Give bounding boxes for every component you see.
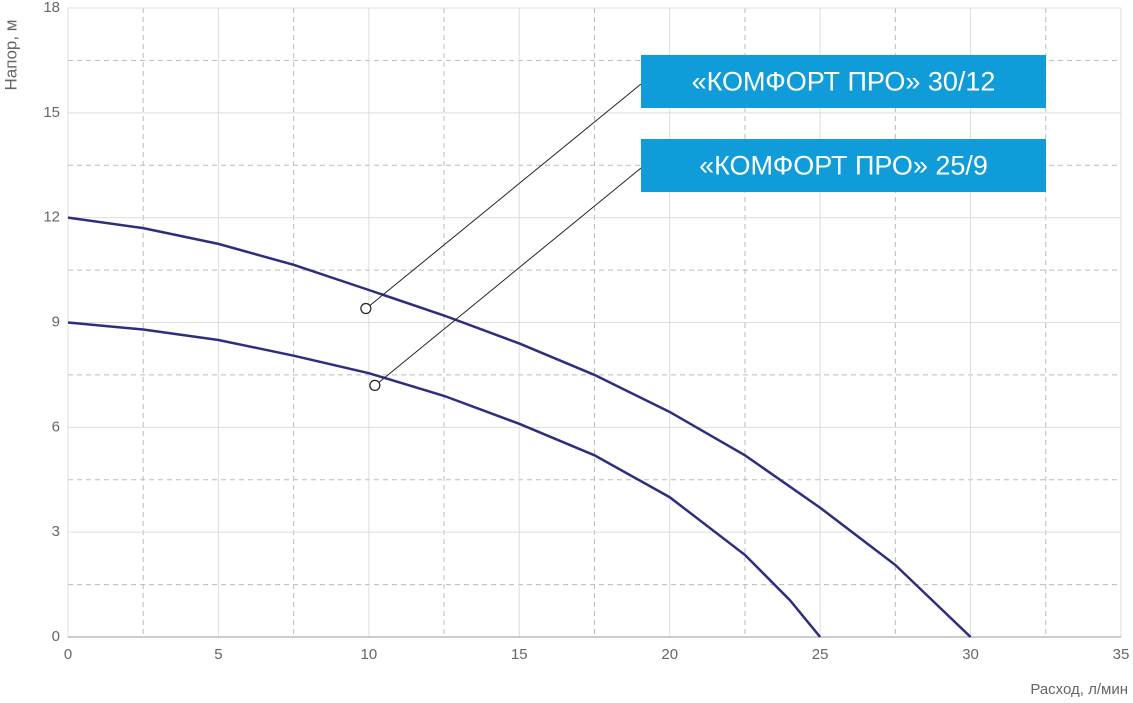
series-label: «КОМФОРТ ПРО» 25/9: [699, 151, 988, 181]
label-box: [641, 139, 1046, 192]
y-tick-label: 6: [52, 418, 60, 435]
x-tick-label: 5: [214, 646, 222, 663]
series-line: [67, 216, 972, 638]
series-label: «КОМФОРТ ПРО» 30/12: [692, 67, 996, 97]
label-box: [641, 55, 1046, 108]
y-tick-label: 3: [52, 523, 60, 540]
x-tick-label: 25: [812, 646, 829, 663]
y-tick-label: 18: [43, 0, 60, 16]
series-line: [67, 321, 822, 638]
y-axis-label: Напор, м: [1, 20, 20, 91]
x-tick-label: 0: [64, 646, 72, 663]
y-tick-label: 9: [52, 313, 60, 330]
label-point: [360, 302, 372, 315]
y-tick-label: 12: [43, 209, 60, 226]
leader-line: [369, 83, 642, 306]
x-tick-label: 35: [1113, 646, 1130, 663]
y-tick-label: 15: [43, 104, 60, 121]
y-tick-label: 0: [52, 628, 60, 645]
x-axis-label: Расход, л/мин: [1030, 681, 1128, 698]
x-tick-label: 20: [661, 646, 678, 663]
leader-line: [378, 167, 642, 383]
x-tick-label: 30: [962, 646, 979, 663]
label-point: [369, 379, 381, 391]
x-tick-label: 15: [511, 646, 528, 663]
x-tick-label: 10: [361, 646, 378, 663]
